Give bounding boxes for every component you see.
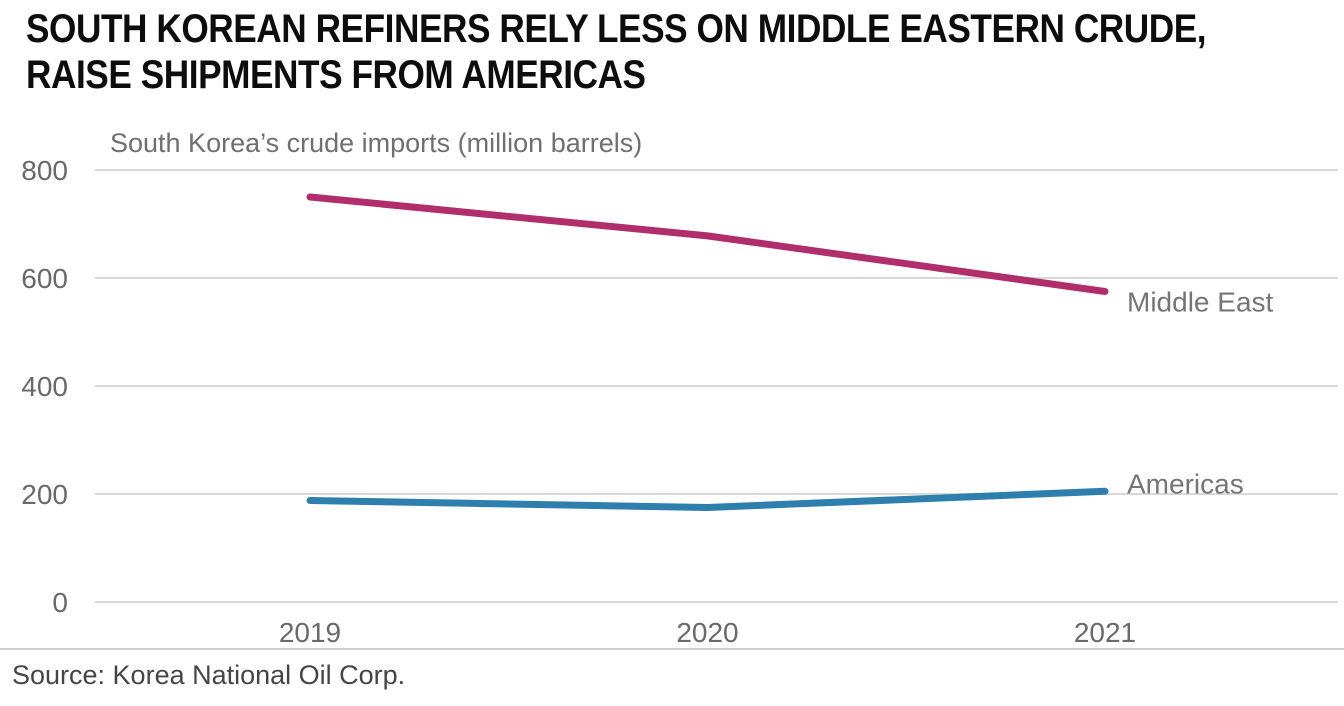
series-label-americas: Americas [1127,468,1244,499]
y-tick-label: 400 [21,371,68,402]
footer-divider [0,648,1344,650]
x-tick-label: 2021 [1074,617,1136,648]
series-line-americas [306,487,1109,511]
y-tick-label: 800 [21,155,68,186]
y-tick-label: 0 [52,587,68,618]
page-title: SOUTH KOREAN REFINERS RELY LESS ON MIDDL… [26,7,1207,97]
x-tick-label: 2020 [676,617,738,648]
y-tick-label: 600 [21,263,68,294]
y-tick-label: 200 [21,479,68,510]
chart-subtitle: South Korea’s crude imports (million bar… [110,128,643,158]
series-line-middle-east [306,193,1109,295]
x-tick-label: 2019 [279,617,341,648]
line-chart: 0 200 400 600 800 2019 2020 2021 Middle East Amer… [21,155,1338,648]
source-note: Source: Korea National Oil Corp. [12,660,406,690]
series-label-middle-east: Middle East [1127,287,1274,318]
